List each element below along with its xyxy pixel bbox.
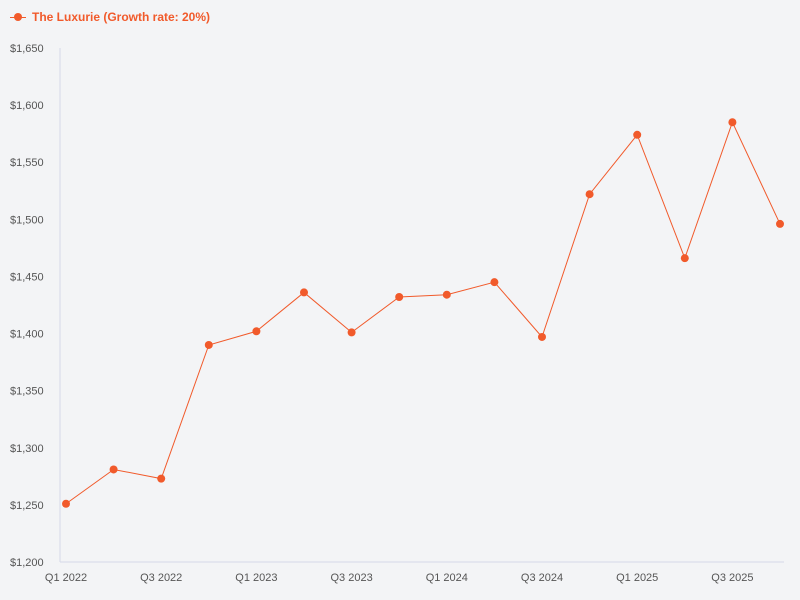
data-point[interactable]	[252, 327, 261, 336]
data-point[interactable]	[204, 340, 213, 349]
y-tick-label: $1,400	[10, 329, 44, 341]
y-tick-label: $1,300	[10, 443, 44, 455]
y-tick-label: $1,250	[10, 500, 44, 512]
x-tick-label: Q1 2022	[45, 572, 87, 584]
x-axis-ticks: Q1 2022 Q3 2022 Q1 2023 Q3 2023 Q1 2024 Q3 20…	[45, 572, 754, 584]
data-point[interactable]	[157, 474, 166, 483]
data-point[interactable]	[538, 332, 546, 341]
y-tick-label: $1,350	[10, 386, 44, 398]
y-tick-label: $1,650	[10, 43, 44, 55]
data-point[interactable]	[728, 118, 737, 127]
legend[interactable]: The Luxurie (Growth rate: 20%)	[10, 8, 210, 26]
x-tick-label: Q1 2025	[616, 572, 658, 584]
legend-label: The Luxurie (Growth rate: 20%)	[32, 10, 211, 24]
x-tick-label: Q3 2024	[521, 572, 563, 584]
axes	[59, 48, 784, 563]
data-point[interactable]	[776, 219, 784, 228]
data-point[interactable]	[680, 254, 689, 263]
x-tick-label: Q3 2022	[140, 572, 182, 584]
x-tick-label: Q3 2023	[330, 572, 372, 584]
y-tick-label: $1,500	[10, 214, 44, 226]
data-point[interactable]	[395, 293, 404, 302]
data-point[interactable]	[490, 278, 499, 287]
y-tick-label: $1,450	[10, 271, 44, 283]
series	[62, 118, 784, 508]
x-tick-label: Q3 2025	[711, 572, 753, 584]
y-axis-ticks: $1,200 $1,250 $1,300 $1,350 $1,400 $1,450 $1,5…	[10, 43, 44, 569]
data-point[interactable]	[442, 290, 451, 299]
data-point[interactable]	[300, 288, 308, 297]
data-point[interactable]	[633, 130, 642, 139]
data-point[interactable]	[109, 465, 118, 474]
data-point[interactable]	[585, 190, 594, 199]
x-tick-label: Q1 2023	[235, 572, 277, 584]
y-tick-label: $1,550	[10, 157, 44, 169]
y-tick-label: $1,200	[10, 557, 44, 569]
y-tick-label: $1,600	[10, 100, 44, 112]
legend-marker-icon	[10, 8, 26, 26]
series-line	[65, 120, 781, 505]
x-tick-label: Q1 2024	[426, 572, 468, 584]
data-point[interactable]	[347, 328, 356, 337]
data-point[interactable]	[62, 499, 70, 508]
